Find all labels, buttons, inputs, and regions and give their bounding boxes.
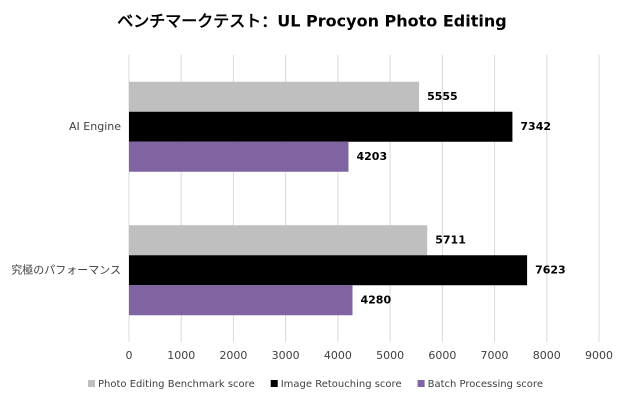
bar [129, 81, 420, 112]
x-tick-label: 6000 [428, 349, 456, 362]
legend-swatch [88, 380, 95, 387]
bar [129, 141, 349, 172]
y-tick-label: 究極のパフォーマンス [11, 262, 121, 276]
value-label: 5711 [435, 233, 466, 246]
legend-label: Image Retouching score [281, 379, 402, 390]
legend-swatch [270, 380, 278, 387]
legend-label: Photo Editing Benchmark score [98, 379, 255, 390]
value-label: 4280 [361, 293, 392, 306]
x-tick-label: 0 [126, 349, 133, 362]
chart-title: ベンチマークテスト：UL Procyon Photo Editing [117, 12, 506, 31]
x-tick-label: 4000 [324, 349, 352, 362]
x-tick-label: 9000 [585, 349, 613, 362]
bar [129, 285, 353, 316]
x-tick-label: 3000 [272, 349, 300, 362]
x-tick-label: 2000 [219, 349, 247, 362]
bar [129, 255, 528, 286]
value-label: 4203 [356, 150, 387, 163]
legend-label: Batch Processing score [428, 379, 543, 390]
value-label: 7623 [535, 263, 566, 276]
x-tick-label: 8000 [533, 349, 561, 362]
x-tick-label: 5000 [376, 349, 404, 362]
y-tick-label: AI Engine [69, 120, 121, 133]
x-tick-label: 1000 [167, 349, 195, 362]
legend-swatch [417, 380, 425, 387]
x-tick-label: 7000 [481, 349, 509, 362]
bar [129, 225, 428, 256]
bar [129, 111, 513, 142]
value-label: 5555 [427, 90, 458, 103]
value-label: 7342 [520, 120, 551, 133]
